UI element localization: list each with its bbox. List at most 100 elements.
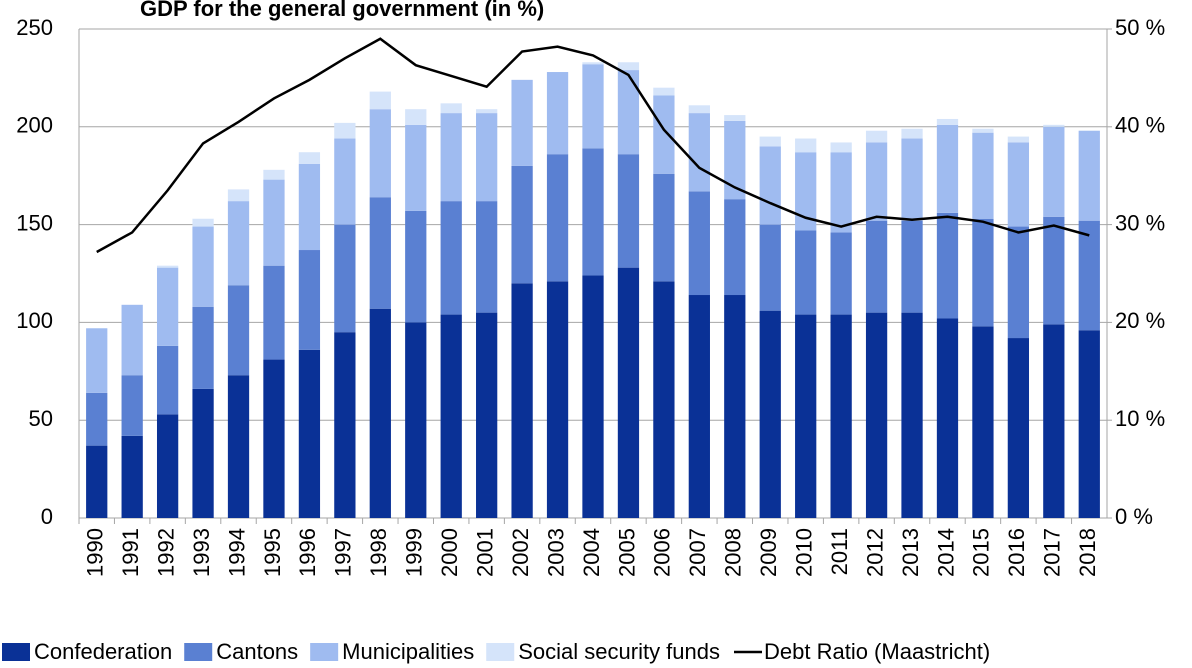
bar-segment xyxy=(724,295,746,518)
y2-tick-label: 10 % xyxy=(1115,406,1165,431)
bar-segment xyxy=(334,332,356,518)
x-tick-label: 2014 xyxy=(933,528,958,577)
bar-segment xyxy=(192,388,214,518)
bar-segment xyxy=(405,109,427,125)
bar-segment xyxy=(759,136,781,147)
bar-segment xyxy=(192,218,214,227)
bar-segment xyxy=(1078,130,1100,221)
legend-label: Confederation xyxy=(34,639,172,664)
x-tick-label: 2002 xyxy=(508,528,533,577)
bar-segment xyxy=(369,308,391,518)
bar-segment xyxy=(653,281,675,518)
chart-title: GDP for the general government (in %) xyxy=(140,0,544,21)
bar-segment xyxy=(795,152,817,231)
bar-segment xyxy=(298,349,321,518)
bar-segment xyxy=(192,306,214,389)
x-tick-label: 1997 xyxy=(331,528,356,577)
bar-segment xyxy=(263,179,285,266)
bar-segment xyxy=(617,70,640,155)
bar-segment xyxy=(617,62,640,71)
bar-segment xyxy=(405,124,427,211)
legend-label: Cantons xyxy=(216,639,298,664)
y2-tick-label: 30 % xyxy=(1115,210,1165,235)
bar-segment xyxy=(1043,126,1065,217)
bar-segment xyxy=(405,322,427,518)
bar-segment xyxy=(86,328,108,393)
bar-segment xyxy=(156,265,179,268)
x-tick-label: 2000 xyxy=(437,528,462,577)
y-tick-label: 250 xyxy=(16,15,53,40)
bar-segment xyxy=(1007,338,1030,518)
x-tick-label: 2017 xyxy=(1040,528,1065,577)
bar-segment xyxy=(795,230,817,315)
x-tick-label: 1998 xyxy=(366,528,391,577)
bar-segment xyxy=(759,310,781,518)
bar-segment xyxy=(830,232,852,315)
bar-segment xyxy=(582,64,604,149)
x-tick-label: 2015 xyxy=(969,528,994,577)
x-tick-label: 2012 xyxy=(862,528,887,577)
legend-swatch xyxy=(184,643,213,661)
bar-segment xyxy=(476,201,498,313)
x-tick-label: 1992 xyxy=(153,528,178,577)
x-tick-label: 1990 xyxy=(83,528,108,577)
bar-segment xyxy=(830,314,852,518)
x-tick-label: 1991 xyxy=(118,528,143,577)
bar-segment xyxy=(227,189,250,202)
bar-segment xyxy=(476,109,498,114)
x-tick-label: 2010 xyxy=(792,528,817,577)
x-tick-label: 2008 xyxy=(721,528,746,577)
y2-tick-label: 40 % xyxy=(1115,113,1165,138)
x-tick-label: 2013 xyxy=(898,528,923,577)
bar-segment xyxy=(830,152,852,233)
y-tick-label: 0 xyxy=(41,504,53,529)
x-tick-label: 2001 xyxy=(472,528,497,577)
bar-segment xyxy=(334,138,356,225)
bar-segment xyxy=(1007,142,1030,227)
x-tick-label: 2018 xyxy=(1075,528,1100,577)
bar-segment xyxy=(405,210,427,323)
bar-segment xyxy=(1043,324,1065,518)
bar-segment xyxy=(546,72,569,155)
bar-segment xyxy=(121,435,143,518)
x-tick-label: 2006 xyxy=(650,528,675,577)
bar-segment xyxy=(865,220,888,313)
bar-segment xyxy=(511,79,533,166)
legend-label: Debt Ratio (Maastricht) xyxy=(764,639,990,664)
x-tick-label: 2003 xyxy=(543,528,568,577)
bar-segment xyxy=(688,191,710,296)
bar-segment xyxy=(86,392,108,446)
bar-segment xyxy=(227,375,250,518)
y2-tick-label: 0 % xyxy=(1115,504,1153,529)
y-tick-label: 100 xyxy=(16,308,53,333)
bar-segment xyxy=(972,132,994,219)
bar-segment xyxy=(653,87,675,96)
x-tick-label: 2004 xyxy=(579,528,604,577)
bar-segment xyxy=(227,201,250,286)
bar-segment xyxy=(440,201,462,315)
bar-segment xyxy=(86,445,108,518)
bar-segment xyxy=(369,197,391,309)
legend-label: Social security funds xyxy=(518,639,720,664)
bar-segment xyxy=(617,154,640,268)
bar-segment xyxy=(156,414,179,518)
bar-segment xyxy=(582,148,604,276)
bar-segment xyxy=(936,124,959,213)
bar-segment xyxy=(724,115,746,121)
bar-segment xyxy=(156,267,179,346)
bar-segment xyxy=(830,142,852,153)
bar-segment xyxy=(263,265,285,360)
bar-segment xyxy=(121,375,143,436)
x-tick-label: 2016 xyxy=(1004,528,1029,577)
bar-segment xyxy=(156,345,179,415)
bar-segment xyxy=(901,220,923,313)
bar-segment xyxy=(972,128,994,133)
bar-segment xyxy=(440,314,462,518)
y2-tick-label: 20 % xyxy=(1115,308,1165,333)
bar-segment xyxy=(972,326,994,518)
bar-segment xyxy=(511,283,533,518)
bar-segment xyxy=(298,163,321,251)
x-tick-label: 2009 xyxy=(756,528,781,577)
bar-segment xyxy=(1078,220,1100,331)
